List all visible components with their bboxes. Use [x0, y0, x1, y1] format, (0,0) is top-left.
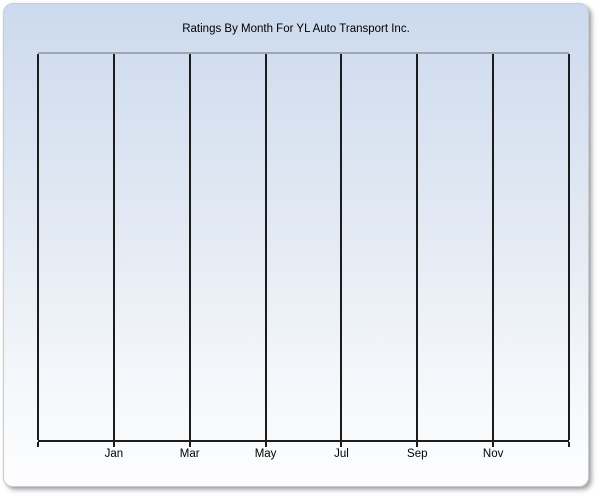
gridline	[112, 54, 115, 440]
plot-area	[37, 52, 570, 442]
x-axis-label: Mar	[179, 448, 200, 460]
axis-tick	[264, 442, 267, 447]
gridline	[416, 54, 419, 440]
x-axis-labels: Jan Mar May Jul Sep Nov	[38, 448, 569, 464]
gridline	[188, 54, 191, 440]
x-axis-label: May	[254, 448, 277, 460]
axis-tick	[112, 442, 115, 447]
x-axis-ticks	[37, 442, 570, 447]
x-axis-label: Jan	[104, 448, 124, 460]
x-axis-label: Jul	[334, 448, 349, 460]
chart-title: Ratings By Month For YL Auto Transport I…	[182, 23, 410, 35]
gridline	[264, 54, 267, 440]
axis-tick	[37, 442, 39, 447]
axis-tick	[188, 442, 191, 447]
gridline	[568, 54, 570, 440]
gridline	[37, 54, 39, 440]
gridline	[492, 54, 495, 440]
axis-tick	[568, 442, 570, 447]
x-axis-label: Sep	[407, 448, 428, 460]
chart-panel: Ratings By Month For YL Auto Transport I…	[3, 3, 589, 487]
axis-tick	[492, 442, 495, 447]
gridline	[340, 54, 343, 440]
axis-tick	[340, 442, 343, 447]
x-axis-label: Nov	[482, 448, 504, 460]
axis-tick	[416, 442, 419, 447]
